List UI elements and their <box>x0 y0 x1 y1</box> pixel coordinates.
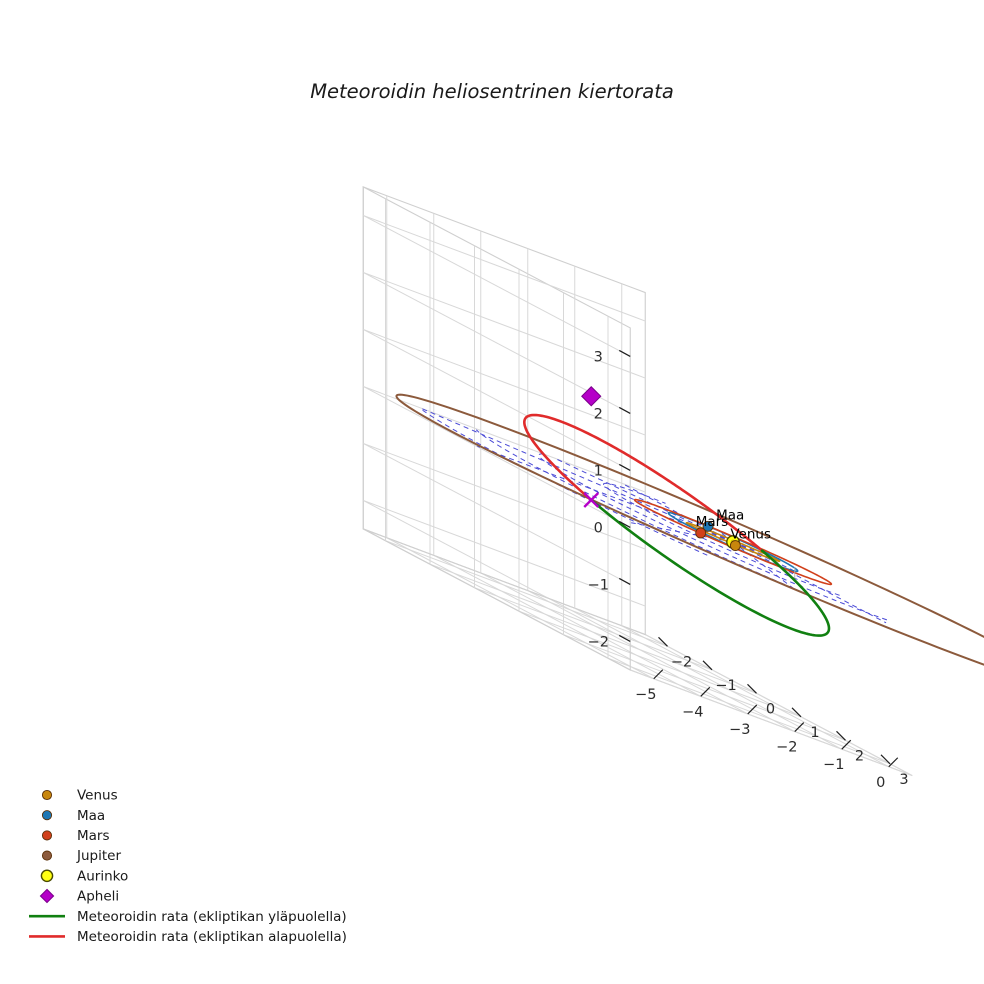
z-tick-0-mark <box>618 349 631 357</box>
legend-label-0: Venus <box>77 788 118 804</box>
legend-marker-0 <box>41 789 53 801</box>
polar-spoke <box>732 541 887 624</box>
y-tick-4-mark <box>836 730 846 741</box>
meteoroid-track-below <box>523 413 764 552</box>
x-tick-1: −4 <box>682 704 703 720</box>
annotation-venus: Venus <box>730 527 771 543</box>
x-tick-5: 0 <box>876 775 885 791</box>
x-tick-2: −3 <box>729 722 750 738</box>
y-tick-1-mark <box>702 660 713 671</box>
legend-label-5: Apheli <box>77 889 119 905</box>
y-tick-4: 2 <box>855 748 864 764</box>
polar-circle <box>538 453 888 621</box>
legend: Venus Maa Mars Jupiter Aurinko Apheli Meteoroi… <box>29 788 347 945</box>
polar-circle <box>422 409 708 556</box>
z-tick-4: −1 <box>588 577 609 593</box>
y-tick-3: 1 <box>810 725 819 741</box>
x-tick-4: −1 <box>823 757 844 773</box>
x-tick-3: −2 <box>776 740 797 756</box>
polar-circle <box>475 429 794 589</box>
planet-marker-mars <box>695 527 707 539</box>
x-tick-2-mark <box>747 704 758 715</box>
z-tick-5-mark <box>618 634 631 642</box>
page-title: Meteoroidin heliosentrinen kiertorata <box>310 80 674 103</box>
z-tick-1-mark <box>618 406 631 414</box>
x-tick-5-mark <box>888 757 899 768</box>
polar-spoke <box>732 541 793 571</box>
legend-marker-2 <box>41 830 53 841</box>
legend-label-4: Aurinko <box>77 868 128 884</box>
y-tick-2-mark <box>747 683 757 694</box>
annotation-maa: Maa <box>716 507 744 523</box>
z-tick-1: 2 <box>594 406 603 422</box>
back-wall-pane <box>362 186 646 636</box>
polar-spoke <box>554 457 734 543</box>
x-tick-0: −5 <box>635 687 656 703</box>
legend-marker-3 <box>41 850 53 861</box>
z-tick-5: −2 <box>588 634 609 650</box>
legend-marker-4 <box>40 869 54 883</box>
y-tick-1: −1 <box>715 678 736 694</box>
z-tick-0: 3 <box>594 349 603 365</box>
floor-pane <box>362 528 913 777</box>
z-tick-4-mark <box>618 577 631 585</box>
meteoroid-track-above <box>589 498 831 637</box>
z-tick-2-mark <box>618 463 631 471</box>
legend-label-2: Mars <box>77 828 110 844</box>
planet-marker-maa <box>702 520 714 532</box>
y-tick-0: −2 <box>671 654 692 670</box>
y-tick-0-mark <box>658 636 668 647</box>
aphelion-marker <box>581 386 602 407</box>
y-tick-5: 3 <box>899 772 908 788</box>
z-tick-3: 0 <box>594 520 603 536</box>
y-tick-5-mark <box>880 754 891 765</box>
z-tick-2: 1 <box>594 463 603 479</box>
legend-label-7: Meteoroidin rata (ekliptikan alapuolella… <box>77 929 347 945</box>
planet-marker-venus <box>729 540 741 551</box>
x-tick-0-mark <box>653 669 664 680</box>
annotation-mars: Mars <box>696 514 729 530</box>
left-wall-pane <box>362 186 631 671</box>
polar-spoke <box>420 407 734 543</box>
axes-panes <box>362 186 913 777</box>
legend-marker-1 <box>41 810 53 821</box>
aphelion-projection-marker <box>583 492 600 508</box>
x-tick-3-mark <box>794 722 805 732</box>
z-tick-3-mark <box>618 520 631 528</box>
legend-label-3: Jupiter <box>76 848 121 864</box>
orbit-jupiter <box>395 393 984 666</box>
legend-label-6: Meteoroidin rata (ekliptikan yläpuolella… <box>77 909 347 925</box>
polar-spoke <box>732 541 794 589</box>
legend-marker-5 <box>39 888 55 904</box>
meteoroid-track <box>523 413 831 637</box>
polar-spoke <box>732 541 769 558</box>
ecliptic-polar-grid <box>420 407 888 624</box>
legend-label-1: Maa <box>77 808 105 824</box>
axis-ticks: −5 −4 −3 −2 −1 0 −2 −1 0 1 2 3 3 2 1 0 −1 −2 <box>588 349 909 790</box>
y-tick-2: 0 <box>766 701 775 717</box>
y-tick-3-mark <box>791 707 802 718</box>
x-tick-4-mark <box>841 739 852 750</box>
x-tick-1-mark <box>700 686 711 697</box>
